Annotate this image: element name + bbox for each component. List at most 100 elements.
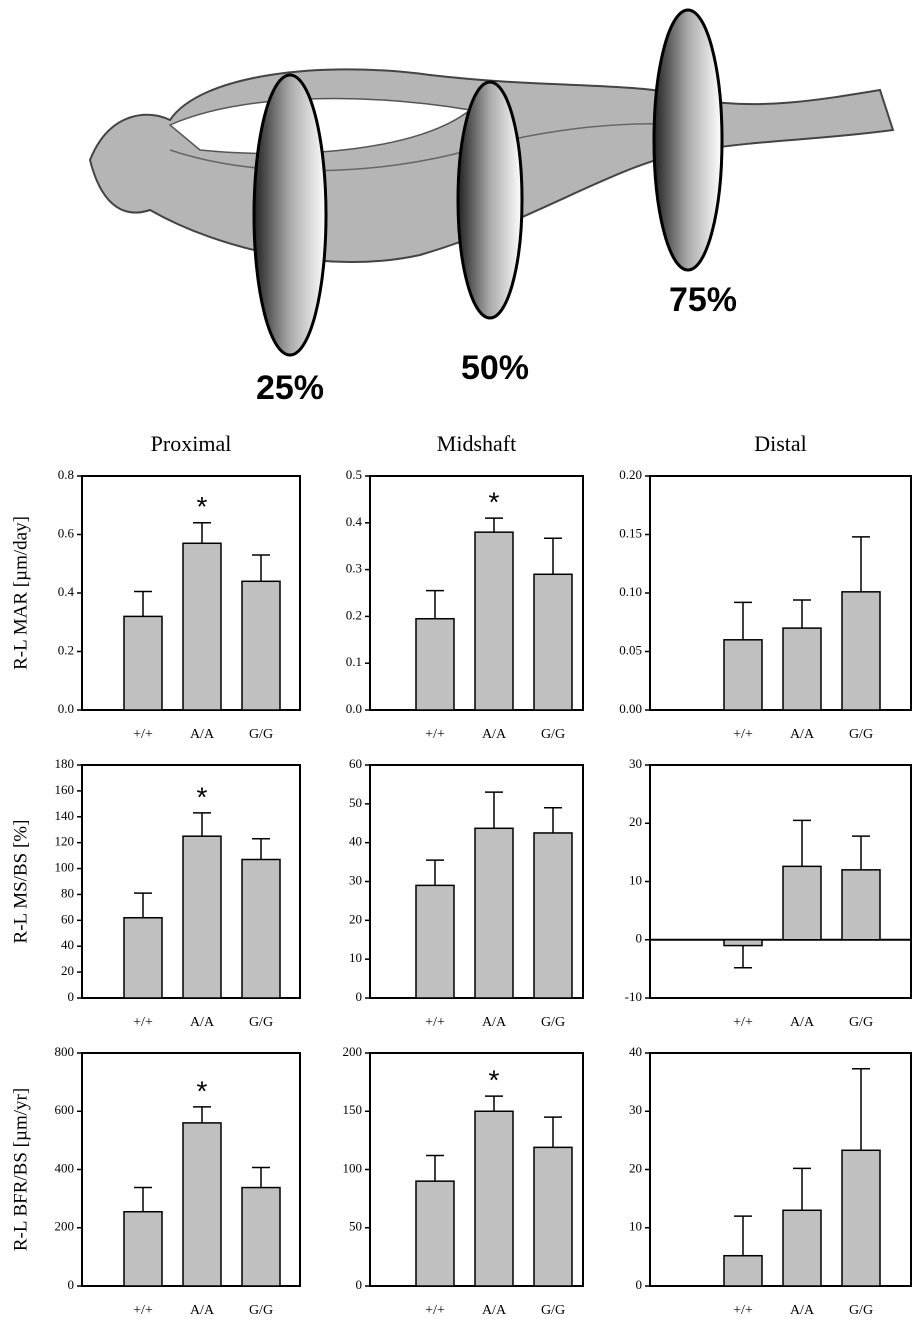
- bar: [123, 615, 163, 711]
- x-tick-label: G/G: [541, 727, 565, 742]
- position-label: 50%: [461, 349, 529, 387]
- x-tick-label: G/G: [249, 727, 273, 742]
- x-tick-label: +/+: [133, 1015, 153, 1030]
- y-tick-label: 0: [68, 989, 75, 1004]
- y-tick-label: 0.4: [346, 514, 363, 529]
- significance-mark: *: [489, 487, 500, 518]
- y-tick-label: 30: [349, 872, 362, 887]
- plot-frame: [649, 764, 912, 999]
- bar: [415, 884, 455, 999]
- x-tick-label: A/A: [790, 1303, 815, 1318]
- x-tick-label: +/+: [733, 727, 753, 742]
- bar: [782, 627, 822, 711]
- x-tick-label: +/+: [425, 727, 445, 742]
- y-tick-label: 0.00: [619, 701, 642, 716]
- x-tick-label: A/A: [190, 727, 215, 742]
- y-tick-label: 30: [629, 756, 642, 771]
- x-tick-label: +/+: [425, 1015, 445, 1030]
- x-tick-label: +/+: [133, 727, 153, 742]
- x-tick-label: G/G: [541, 1015, 565, 1030]
- y-tick-label: 400: [55, 1160, 75, 1175]
- column-title: Midshaft: [437, 431, 516, 456]
- y-tick-label: 20: [61, 963, 74, 978]
- y-tick-label: 20: [629, 814, 642, 829]
- y-tick-label: 0: [636, 1277, 643, 1292]
- y-tick-label: 50: [349, 795, 362, 810]
- column-title: Proximal: [151, 431, 232, 456]
- y-tick-label: 10: [349, 950, 362, 965]
- y-tick-label: 10: [629, 1219, 642, 1234]
- significance-mark: *: [489, 1064, 500, 1095]
- bar: [123, 1210, 163, 1287]
- x-tick-label: G/G: [849, 1015, 873, 1030]
- y-tick-label: 0.8: [58, 467, 74, 482]
- y-tick-label: -10: [625, 989, 642, 1004]
- y-tick-label: 50: [349, 1219, 362, 1234]
- y-tick-label: 20: [349, 911, 362, 926]
- x-tick-label: +/+: [733, 1015, 753, 1030]
- y-tick-label: 0.0: [346, 701, 362, 716]
- x-tick-label: G/G: [541, 1303, 565, 1318]
- column-title: Distal: [754, 431, 807, 456]
- bar: [474, 1110, 514, 1287]
- bar: [474, 827, 514, 999]
- position-label: 75%: [669, 281, 737, 319]
- bar: [241, 858, 281, 999]
- x-tick-label: +/+: [133, 1303, 153, 1318]
- bar: [415, 1180, 455, 1287]
- bar: [533, 573, 573, 711]
- bar: [723, 639, 763, 711]
- y-tick-label: 0: [68, 1277, 75, 1292]
- bar: [182, 835, 222, 999]
- y-tick-label: 20: [629, 1160, 642, 1175]
- y-tick-label: 10: [629, 872, 642, 887]
- x-tick-label: A/A: [190, 1303, 215, 1318]
- y-tick-label: 0.5: [346, 467, 362, 482]
- y-tick-label: 100: [343, 1160, 363, 1175]
- y-tick-label: 120: [55, 834, 75, 849]
- bone-illustration: [88, 8, 895, 357]
- y-tick-label: 0.20: [619, 467, 642, 482]
- bar: [415, 617, 455, 711]
- bar: [723, 939, 763, 947]
- position-label: 25%: [256, 369, 324, 407]
- bar: [241, 580, 281, 711]
- y-tick-label: 0.1: [346, 654, 362, 669]
- y-axis-label: R-L MAR [µm/day]: [10, 516, 31, 670]
- plot-frame: [649, 475, 912, 711]
- bar: [182, 542, 222, 711]
- y-tick-label: 0.15: [619, 525, 642, 540]
- y-tick-label: 60: [61, 911, 74, 926]
- significance-mark: *: [197, 491, 208, 522]
- y-tick-label: 100: [55, 860, 75, 875]
- significance-mark: *: [197, 781, 208, 812]
- x-tick-label: A/A: [790, 1015, 815, 1030]
- y-tick-label: 80: [61, 885, 74, 900]
- x-tick-label: G/G: [849, 727, 873, 742]
- y-tick-label: 200: [343, 1044, 363, 1059]
- bar: [782, 1209, 822, 1287]
- x-tick-label: G/G: [849, 1303, 873, 1318]
- x-tick-label: G/G: [249, 1303, 273, 1318]
- x-tick-label: A/A: [482, 1303, 507, 1318]
- y-tick-label: 140: [55, 808, 75, 823]
- bar: [841, 591, 881, 711]
- y-tick-label: 40: [629, 1044, 642, 1059]
- y-tick-label: 0.6: [58, 525, 75, 540]
- y-tick-label: 0.4: [58, 584, 75, 599]
- y-tick-label: 800: [55, 1044, 75, 1059]
- bar: [474, 531, 514, 711]
- x-tick-label: A/A: [482, 727, 507, 742]
- y-tick-label: 40: [349, 834, 362, 849]
- y-tick-label: 200: [55, 1219, 75, 1234]
- bar: [723, 1254, 763, 1287]
- bar: [533, 1146, 573, 1287]
- y-tick-label: 600: [55, 1102, 75, 1117]
- y-tick-label: 60: [349, 756, 362, 771]
- bar: [841, 869, 881, 941]
- y-tick-label: 160: [55, 782, 75, 797]
- y-tick-label: 0.0: [58, 701, 74, 716]
- y-tick-label: 0.2: [346, 607, 362, 622]
- y-tick-label: 0.05: [619, 642, 642, 657]
